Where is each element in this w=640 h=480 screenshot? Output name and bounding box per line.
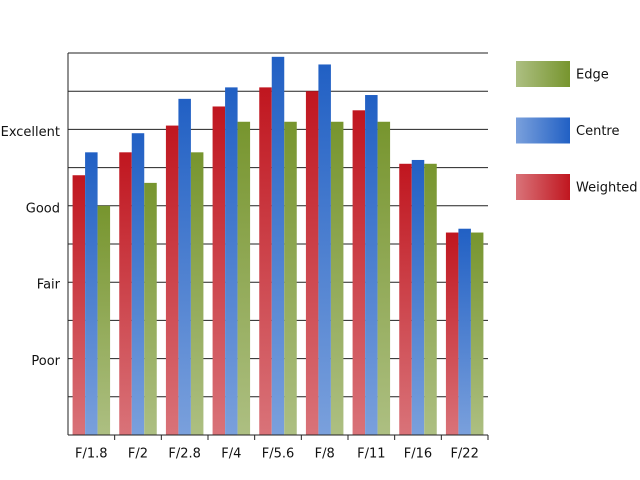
- legend-label: Weighted: [576, 181, 638, 196]
- bar: [424, 163, 437, 435]
- x-tick-label: F/8: [315, 447, 335, 462]
- bar: [318, 64, 331, 436]
- legend-swatch: [516, 61, 570, 87]
- x-tick-label: F/5.6: [262, 447, 295, 462]
- bar: [144, 182, 157, 435]
- bar: [284, 121, 297, 435]
- bar: [271, 56, 285, 435]
- bar: [377, 121, 391, 435]
- bar: [190, 152, 204, 435]
- bar: [119, 152, 132, 435]
- x-tick-label: F/1.8: [75, 447, 108, 462]
- legend-label: Edge: [576, 68, 609, 83]
- bar: [470, 232, 484, 435]
- legend-label: Centre: [576, 124, 619, 139]
- bar: [165, 125, 179, 435]
- y-tick-label: Poor: [31, 354, 60, 369]
- x-tick-label: F/2: [128, 447, 148, 462]
- y-tick-label: Fair: [37, 278, 61, 293]
- x-tick-label: F/22: [450, 447, 478, 462]
- bar: [445, 232, 459, 435]
- x-tick-label: F/16: [404, 447, 432, 462]
- bar: [131, 133, 145, 435]
- x-tick-label: F/11: [357, 447, 385, 462]
- legend-swatch: [516, 174, 570, 200]
- bar: [212, 106, 226, 435]
- x-tick-label: F/4: [221, 447, 241, 462]
- legend-swatch: [516, 117, 570, 144]
- x-tick-label: F/2.8: [168, 447, 201, 462]
- bar: [330, 121, 344, 435]
- bar: [225, 87, 238, 435]
- bar: [411, 159, 425, 435]
- bar: [259, 87, 272, 435]
- bar: [178, 98, 191, 435]
- bar: [458, 228, 471, 435]
- bar: [305, 91, 319, 435]
- y-tick-label: Excellent: [1, 125, 60, 140]
- bar: [97, 205, 111, 435]
- bar: [72, 175, 86, 436]
- bar: [237, 121, 251, 435]
- bar: [352, 110, 366, 436]
- y-tick-label: Good: [26, 201, 60, 216]
- bar: [85, 152, 98, 435]
- bar: [365, 95, 378, 436]
- bar: [399, 163, 412, 435]
